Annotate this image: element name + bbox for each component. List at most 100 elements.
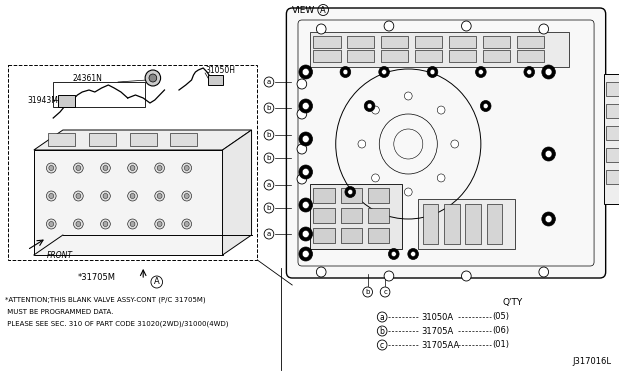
Text: b: b <box>267 205 271 211</box>
Circle shape <box>372 106 380 114</box>
Bar <box>340 208 362 223</box>
Text: (05): (05) <box>492 312 509 321</box>
Circle shape <box>100 163 110 173</box>
Circle shape <box>299 132 312 146</box>
Circle shape <box>524 67 534 77</box>
Bar <box>605 126 623 140</box>
Circle shape <box>358 140 365 148</box>
Circle shape <box>299 198 312 212</box>
Bar <box>340 228 362 243</box>
Bar <box>49 133 76 146</box>
Circle shape <box>47 219 56 229</box>
Text: PLEASE SEE SEC. 310 OF PART CODE 31020(2WD)/31000(4WD): PLEASE SEE SEC. 310 OF PART CODE 31020(2… <box>5 321 228 327</box>
Circle shape <box>430 70 435 74</box>
Circle shape <box>182 219 191 229</box>
Circle shape <box>49 221 54 227</box>
Circle shape <box>542 212 556 226</box>
Circle shape <box>182 191 191 201</box>
Text: A: A <box>320 6 326 15</box>
Circle shape <box>476 67 486 77</box>
Text: b: b <box>365 289 370 295</box>
Circle shape <box>379 67 389 77</box>
Bar <box>367 228 389 243</box>
Circle shape <box>76 221 81 227</box>
Circle shape <box>481 100 491 112</box>
Circle shape <box>545 215 552 222</box>
Circle shape <box>539 24 548 34</box>
Circle shape <box>404 188 412 196</box>
Bar <box>130 133 157 146</box>
Circle shape <box>545 68 552 76</box>
Circle shape <box>74 191 83 201</box>
Circle shape <box>302 169 309 176</box>
Circle shape <box>461 271 471 281</box>
Bar <box>444 204 460 244</box>
Bar <box>605 82 623 96</box>
Text: Q'TY: Q'TY <box>502 298 523 308</box>
Circle shape <box>184 221 189 227</box>
Text: A: A <box>154 278 159 286</box>
Circle shape <box>483 103 488 109</box>
Circle shape <box>542 147 556 161</box>
Text: 31050A: 31050A <box>421 312 453 321</box>
Text: b: b <box>267 132 271 138</box>
Bar <box>208 75 223 85</box>
Circle shape <box>128 219 138 229</box>
Circle shape <box>49 193 54 199</box>
Text: 24361N: 24361N <box>72 74 102 83</box>
Circle shape <box>297 174 307 184</box>
Text: b: b <box>380 327 385 336</box>
Polygon shape <box>34 130 252 150</box>
Polygon shape <box>34 150 223 255</box>
Circle shape <box>145 70 161 86</box>
Bar <box>516 50 544 62</box>
Bar <box>449 50 476 62</box>
Circle shape <box>157 221 162 227</box>
FancyBboxPatch shape <box>286 8 605 278</box>
Circle shape <box>103 193 108 199</box>
Text: a: a <box>267 182 271 188</box>
Circle shape <box>103 221 108 227</box>
Bar <box>604 74 625 204</box>
Text: a: a <box>267 231 271 237</box>
Circle shape <box>297 109 307 119</box>
Circle shape <box>527 70 532 74</box>
Circle shape <box>302 68 309 76</box>
Circle shape <box>299 227 312 241</box>
Circle shape <box>128 163 138 173</box>
Circle shape <box>343 70 348 74</box>
Circle shape <box>100 219 110 229</box>
Bar <box>367 188 389 203</box>
Bar <box>348 36 374 48</box>
Bar <box>381 36 408 48</box>
Text: 31705AA: 31705AA <box>421 340 459 350</box>
Text: 31705A: 31705A <box>421 327 453 336</box>
Bar <box>314 188 335 203</box>
Bar <box>314 36 340 48</box>
Bar <box>483 36 510 48</box>
Circle shape <box>47 163 56 173</box>
Circle shape <box>384 21 394 31</box>
Bar <box>605 104 623 118</box>
Bar <box>314 50 340 62</box>
Circle shape <box>316 267 326 277</box>
Text: *ATTENTION;THIS BLANK VALVE ASSY-CONT (P/C 31705M): *ATTENTION;THIS BLANK VALVE ASSY-CONT (P… <box>5 297 205 303</box>
Circle shape <box>49 166 54 170</box>
Circle shape <box>184 166 189 170</box>
Circle shape <box>437 174 445 182</box>
Bar <box>605 170 623 184</box>
Circle shape <box>76 166 81 170</box>
Circle shape <box>184 193 189 199</box>
Circle shape <box>299 165 312 179</box>
Circle shape <box>74 219 83 229</box>
Text: MUST BE PROGRAMMED DATA.: MUST BE PROGRAMMED DATA. <box>5 309 113 315</box>
Circle shape <box>130 193 135 199</box>
Bar <box>170 133 197 146</box>
Circle shape <box>364 100 375 112</box>
Bar <box>310 32 569 67</box>
Circle shape <box>155 219 164 229</box>
Circle shape <box>130 221 135 227</box>
Circle shape <box>302 202 309 208</box>
Circle shape <box>76 193 81 199</box>
Text: 31943M: 31943M <box>27 96 58 105</box>
